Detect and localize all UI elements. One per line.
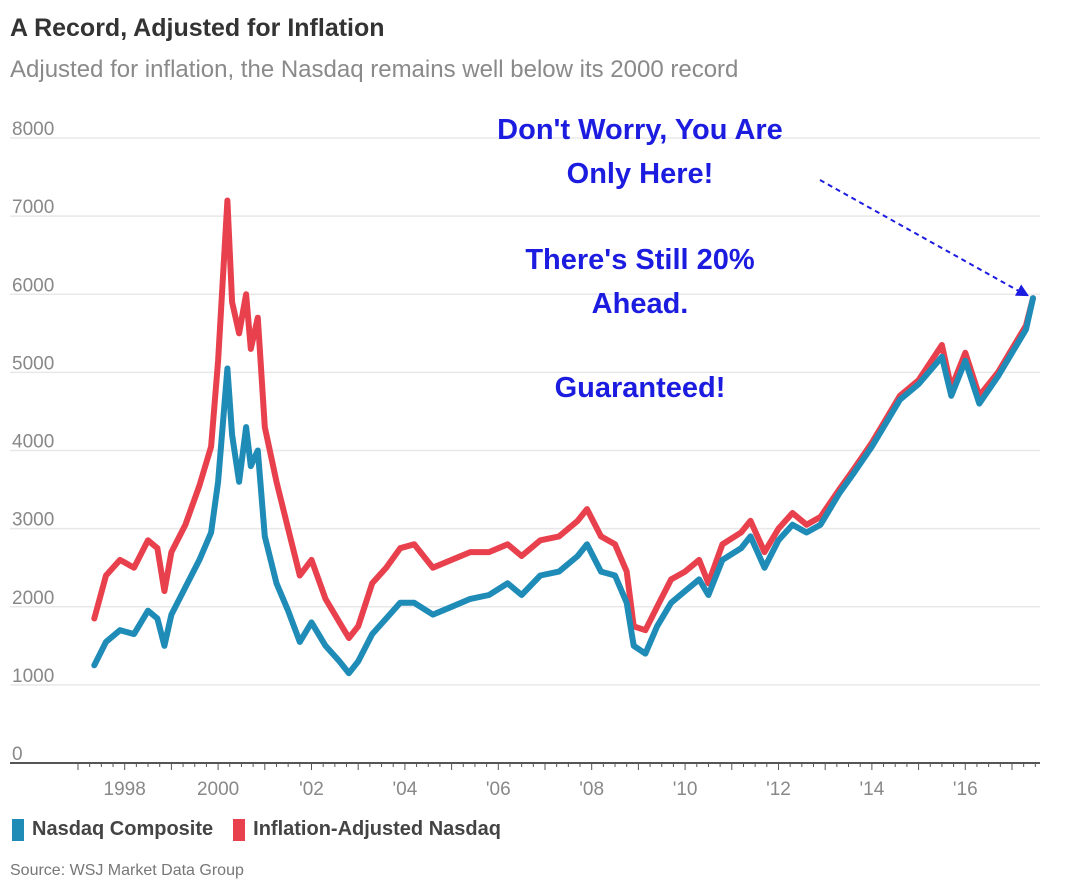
annotation-line-4: Ahead. (591, 288, 689, 320)
y-tick-label-4000: 4000 (12, 432, 54, 453)
x-tick-label-2016: '16 (953, 779, 978, 800)
legend-item-inflation-adjusted: Inflation-Adjusted Nasdaq (233, 818, 501, 841)
annotation-line-1: Don't Worry, You Are (497, 114, 783, 146)
x-tick-label-2014: '14 (860, 779, 885, 800)
x-tick-label-2004: '04 (393, 779, 418, 800)
y-tick-label-8000: 8000 (12, 119, 54, 140)
x-tick-label-2006: '06 (486, 779, 511, 800)
source-note: Source: WSJ Market Data Group (10, 862, 244, 879)
x-tick-label-2008: '08 (579, 779, 604, 800)
annotation-line-2: Only Here! (566, 158, 714, 190)
x-tick-label-2000: 2000 (197, 779, 239, 800)
annotation-line-5: Guaranteed! (554, 372, 726, 404)
y-tick-label-3000: 3000 (12, 510, 54, 531)
chart-subtitle: Adjusted for inflation, the Nasdaq remai… (10, 56, 739, 83)
annotation-arrow-head (1015, 284, 1029, 297)
x-tick-label-2012: '12 (766, 779, 791, 800)
annotation-arrow-line (819, 179, 1020, 293)
x-tick-label-2010: '10 (673, 779, 698, 800)
x-tick-label-2002: '02 (299, 779, 324, 800)
legend: Nasdaq Composite Inflation-Adjusted Nasd… (12, 818, 521, 841)
legend-swatch-inflation-adjusted (233, 818, 246, 841)
y-tick-label-7000: 7000 (12, 197, 54, 218)
legend-label-inflation-adjusted: Inflation-Adjusted Nasdaq (253, 818, 501, 840)
chart-title: A Record, Adjusted for Inflation (10, 14, 385, 42)
x-tick-label-1998: 1998 (104, 779, 146, 800)
y-tick-label-1000: 1000 (12, 666, 54, 687)
annotation-line-3: There's Still 20% (525, 244, 755, 276)
y-tick-label-0: 0 (12, 744, 23, 765)
y-tick-label-6000: 6000 (12, 275, 54, 296)
series-line-nasdaq-composite (91, 295, 1036, 677)
legend-item-nasdaq-composite: Nasdaq Composite (12, 818, 213, 841)
y-tick-label-5000: 5000 (12, 353, 54, 374)
legend-label-nasdaq-composite: Nasdaq Composite (32, 818, 214, 840)
legend-swatch-nasdaq-composite (12, 818, 24, 841)
y-tick-label-2000: 2000 (12, 588, 54, 609)
